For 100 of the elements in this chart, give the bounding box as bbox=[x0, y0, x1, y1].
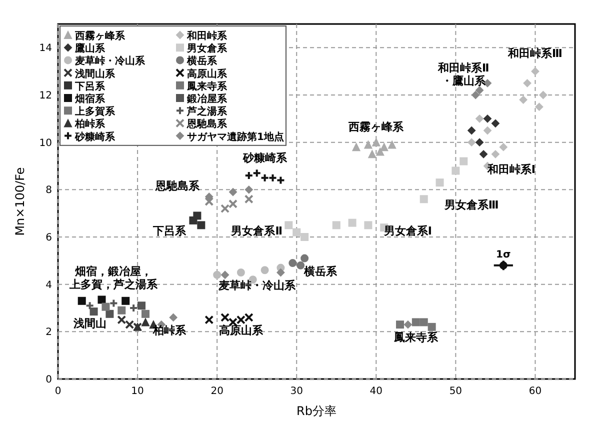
point bbox=[129, 304, 138, 312]
point bbox=[436, 178, 444, 187]
legend-label: 和田峠系 bbox=[186, 30, 228, 42]
point bbox=[452, 166, 460, 175]
point bbox=[376, 148, 384, 156]
point bbox=[276, 268, 285, 276]
point bbox=[260, 266, 269, 274]
annotation: 下呂系 bbox=[152, 224, 187, 238]
point bbox=[141, 310, 150, 318]
point bbox=[364, 140, 372, 149]
point bbox=[244, 194, 254, 204]
point bbox=[499, 143, 508, 152]
legend-label: 畑宿系 bbox=[74, 93, 106, 105]
legend-label: 西霧ヶ峰系 bbox=[74, 30, 126, 42]
point bbox=[428, 322, 436, 331]
point bbox=[332, 221, 340, 230]
annotation: 男女倉系Ⅱ bbox=[230, 224, 282, 238]
point bbox=[420, 318, 428, 326]
point bbox=[85, 301, 94, 310]
point bbox=[380, 143, 388, 152]
point bbox=[118, 306, 126, 314]
point bbox=[213, 270, 222, 279]
point bbox=[368, 150, 376, 158]
point bbox=[476, 114, 484, 123]
annotation: 西霧ヶ峰系 bbox=[348, 120, 405, 134]
point bbox=[476, 86, 484, 94]
point bbox=[220, 204, 230, 214]
legend-label: 麦草峠・冷山系 bbox=[74, 55, 146, 68]
point bbox=[296, 261, 305, 270]
point bbox=[292, 228, 301, 236]
point bbox=[519, 96, 528, 104]
legend-label: 下呂系 bbox=[74, 80, 106, 92]
point bbox=[236, 315, 246, 324]
point bbox=[228, 199, 238, 208]
legend-label: 鷹山系 bbox=[74, 42, 106, 55]
point bbox=[476, 138, 484, 146]
point bbox=[244, 312, 254, 322]
annotation: 高原山系 bbox=[218, 324, 264, 338]
annotation: 畑宿，鍛冶屋，上多賀，芦之湯系 bbox=[68, 264, 159, 291]
y-tick-label: 12 bbox=[39, 90, 52, 102]
point bbox=[300, 233, 309, 241]
legend-label: 砂糠崎系 bbox=[74, 130, 116, 143]
legend-label: サガヤマ遺跡第1地点 bbox=[187, 130, 284, 143]
legend-label: 鍛冶屋系 bbox=[186, 93, 228, 105]
annotation: 砂糠崎系 bbox=[242, 151, 288, 164]
point bbox=[491, 119, 500, 128]
annotation: 柏峠系 bbox=[152, 324, 187, 338]
point bbox=[109, 298, 118, 308]
annotation: 男女倉系Ⅲ bbox=[443, 198, 499, 212]
point bbox=[169, 313, 178, 322]
point bbox=[252, 168, 262, 178]
legend-label: 芦之湯系 bbox=[186, 106, 228, 118]
legend-label: 恩馳島系 bbox=[186, 118, 228, 130]
x-tick-label: 50 bbox=[449, 386, 462, 397]
point bbox=[228, 188, 237, 196]
point bbox=[193, 212, 202, 220]
y-tick-label: 4 bbox=[46, 280, 52, 291]
point bbox=[98, 296, 106, 304]
point bbox=[484, 114, 492, 123]
point bbox=[491, 150, 500, 158]
point bbox=[420, 195, 428, 204]
point bbox=[236, 268, 245, 276]
point bbox=[268, 173, 278, 182]
point bbox=[125, 320, 134, 330]
annotation: 鳳来寺系 bbox=[392, 331, 439, 344]
point bbox=[102, 302, 110, 311]
point bbox=[221, 270, 230, 279]
y-tick-label: 14 bbox=[39, 43, 52, 54]
legend-label: 横岳系 bbox=[186, 55, 218, 68]
point bbox=[300, 254, 309, 262]
point bbox=[535, 102, 544, 111]
point bbox=[197, 221, 206, 230]
x-tick-label: 0 bbox=[54, 386, 62, 397]
point bbox=[412, 318, 420, 326]
x-tick-label: 30 bbox=[290, 386, 303, 397]
legend-label: 上多賀系 bbox=[74, 106, 116, 118]
y-tick-label: 2 bbox=[46, 327, 52, 338]
y-tick-label: 0 bbox=[46, 374, 52, 386]
series-label: 1σ bbox=[496, 249, 511, 260]
legend-label: 男女倉系 bbox=[186, 42, 228, 55]
point bbox=[468, 126, 476, 134]
point bbox=[78, 296, 86, 305]
annotation: 和田峠系Ⅲ bbox=[507, 47, 562, 60]
annotation: 恩馳島系 bbox=[154, 180, 200, 193]
x-tick-label: 60 bbox=[528, 386, 542, 397]
point bbox=[276, 176, 286, 185]
annotation: 浅間山 bbox=[72, 316, 106, 330]
point bbox=[499, 261, 508, 270]
point bbox=[260, 173, 270, 182]
annotation: 和田峠系Ⅱ・鷹山系 bbox=[437, 61, 490, 88]
point bbox=[480, 150, 488, 158]
legend-label: 高原山系 bbox=[187, 68, 228, 80]
x-tick-label: 10 bbox=[131, 386, 144, 397]
point bbox=[138, 302, 146, 310]
point bbox=[220, 312, 230, 322]
point bbox=[523, 79, 532, 88]
point bbox=[364, 221, 372, 230]
point bbox=[141, 318, 150, 326]
annotation: 男女倉系Ⅰ bbox=[382, 224, 432, 238]
point bbox=[404, 320, 412, 329]
